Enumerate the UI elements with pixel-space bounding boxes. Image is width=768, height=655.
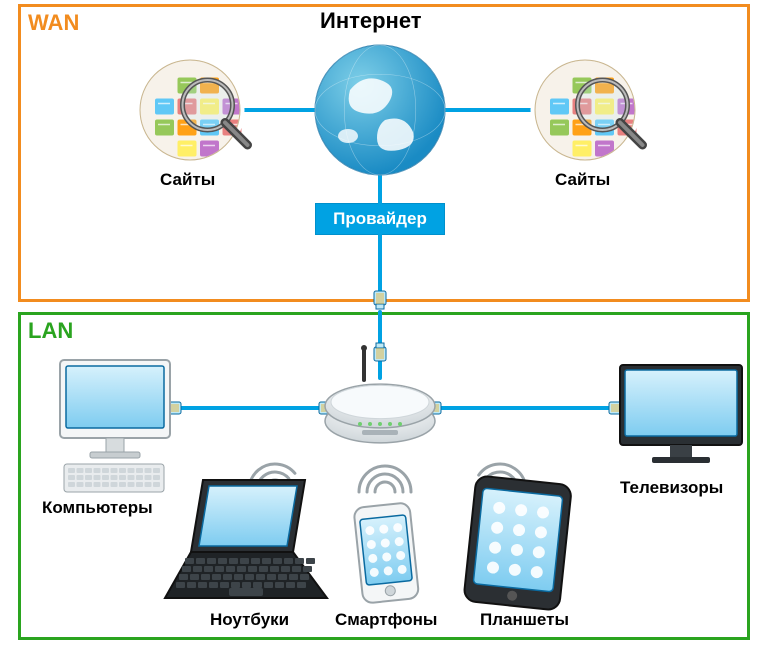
sites-right-label: Сайты [555,170,610,190]
phone-label: Смартфоны [335,610,437,630]
diagram-canvas: WAN Интернет LAN Провайдер Сайты Сайты К… [0,0,768,655]
diagram-svg [0,0,768,655]
computer-label: Компьютеры [42,498,153,518]
laptop-label: Ноутбуки [210,610,289,630]
tablet-label: Планшеты [480,610,569,630]
sites-left-label: Сайты [160,170,215,190]
tv-label: Телевизоры [620,478,723,498]
